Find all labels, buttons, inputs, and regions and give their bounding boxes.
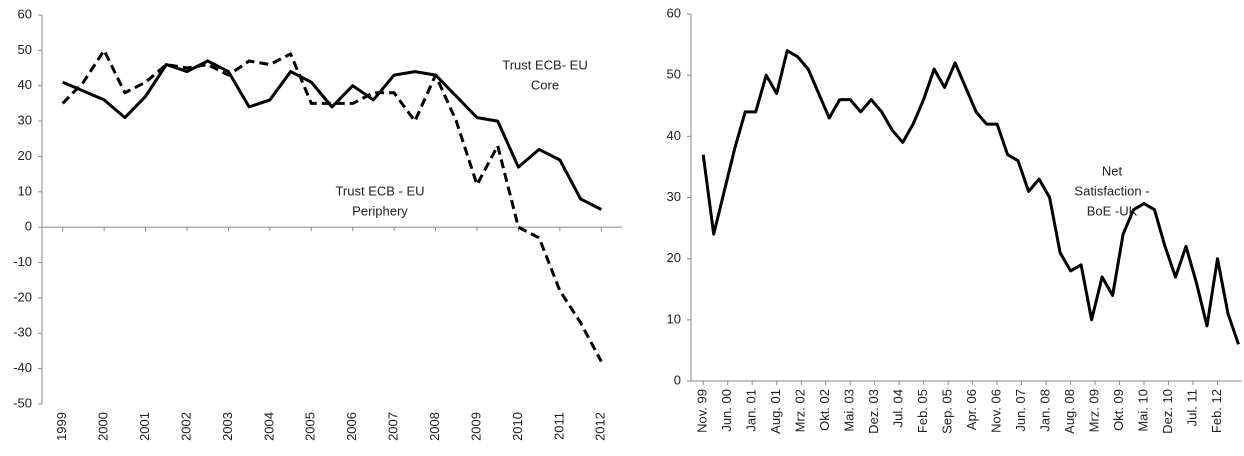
x-tick-label: Dez. 03 <box>866 389 881 434</box>
x-tick-label: 1999 <box>54 412 69 441</box>
y-tick-label: 30 <box>18 113 32 128</box>
annotation: Core <box>531 77 559 92</box>
x-tick-label: 2010 <box>510 412 525 441</box>
x-tick-label: Feb. 05 <box>915 389 930 433</box>
x-tick-label: 2004 <box>261 412 276 441</box>
x-tick-label: 2001 <box>137 412 152 441</box>
x-tick-label: Apr. 06 <box>964 389 979 430</box>
y-tick-label: 50 <box>18 42 32 57</box>
x-tick-label: 2003 <box>220 412 235 441</box>
annotation: Satisfaction - <box>1074 183 1149 198</box>
x-tick-label: Mai. 10 <box>1135 389 1150 432</box>
x-tick-label: Feb. 12 <box>1209 389 1224 433</box>
x-tick-label: 2006 <box>344 412 359 441</box>
y-tick-label: 20 <box>667 250 681 265</box>
x-tick-label: 2012 <box>593 412 608 441</box>
y-tick-label: 60 <box>18 6 32 21</box>
x-tick-label: Aug. 01 <box>768 389 783 434</box>
x-tick-label: Jan. 01 <box>744 389 759 432</box>
x-tick-label: 2007 <box>386 412 401 441</box>
x-tick-label: Mrz. 02 <box>793 389 808 432</box>
x-tick-label: 2008 <box>427 412 442 441</box>
x-tick-label: Aug. 08 <box>1062 389 1077 434</box>
x-tick-label: Jul. 04 <box>891 389 906 427</box>
x-tick-label: 2000 <box>96 412 111 441</box>
x-tick-label: Sep. 05 <box>940 389 955 434</box>
y-tick-label: -20 <box>13 289 32 304</box>
x-tick-label: Dez. 10 <box>1160 389 1175 434</box>
x-tick-label: 2011 <box>551 412 566 440</box>
y-tick-label: -10 <box>13 254 32 269</box>
y-tick-label: 40 <box>18 77 32 92</box>
x-tick-label: Jun. 00 <box>719 389 734 432</box>
x-tick-label: Jul. 11 <box>1184 389 1199 426</box>
x-tick-label: 2009 <box>468 412 483 441</box>
series-line <box>62 59 602 211</box>
annotation: BoE -UK <box>1087 203 1138 218</box>
x-tick-label: Okt. 09 <box>1111 389 1126 431</box>
annotation: Trust ECB - EU <box>335 183 424 198</box>
x-tick-label: Mai. 03 <box>842 389 857 432</box>
x-tick-label: Mrz. 09 <box>1087 389 1102 432</box>
y-tick-label: 0 <box>674 372 681 387</box>
y-tick-label: 10 <box>667 311 681 326</box>
x-tick-label: Okt. 02 <box>817 389 832 431</box>
annotation: Periphery <box>352 203 408 218</box>
x-tick-label: 2005 <box>303 412 318 441</box>
y-tick-label: -50 <box>13 395 32 410</box>
series-line <box>701 49 1240 345</box>
x-tick-label: Nov. 06 <box>989 389 1004 433</box>
y-tick-label: 0 <box>25 219 32 234</box>
y-tick-label: 20 <box>18 148 32 163</box>
y-tick-label: 10 <box>18 183 32 198</box>
y-tick-label: 40 <box>667 128 681 143</box>
annotation: Net <box>1102 163 1123 178</box>
x-tick-label: 2002 <box>178 412 193 441</box>
annotation: Trust ECB- EU <box>502 57 587 72</box>
y-tick-label: -40 <box>13 360 32 375</box>
series-line <box>61 48 603 363</box>
y-tick-label: -30 <box>13 325 32 340</box>
y-tick-label: 30 <box>667 189 681 204</box>
x-tick-label: Nov. 99 <box>695 389 710 433</box>
x-tick-label: Jun. 07 <box>1013 389 1028 432</box>
y-tick-label: 50 <box>667 67 681 82</box>
x-tick-label: Jan. 08 <box>1038 389 1053 432</box>
y-tick-label: 60 <box>667 5 681 20</box>
